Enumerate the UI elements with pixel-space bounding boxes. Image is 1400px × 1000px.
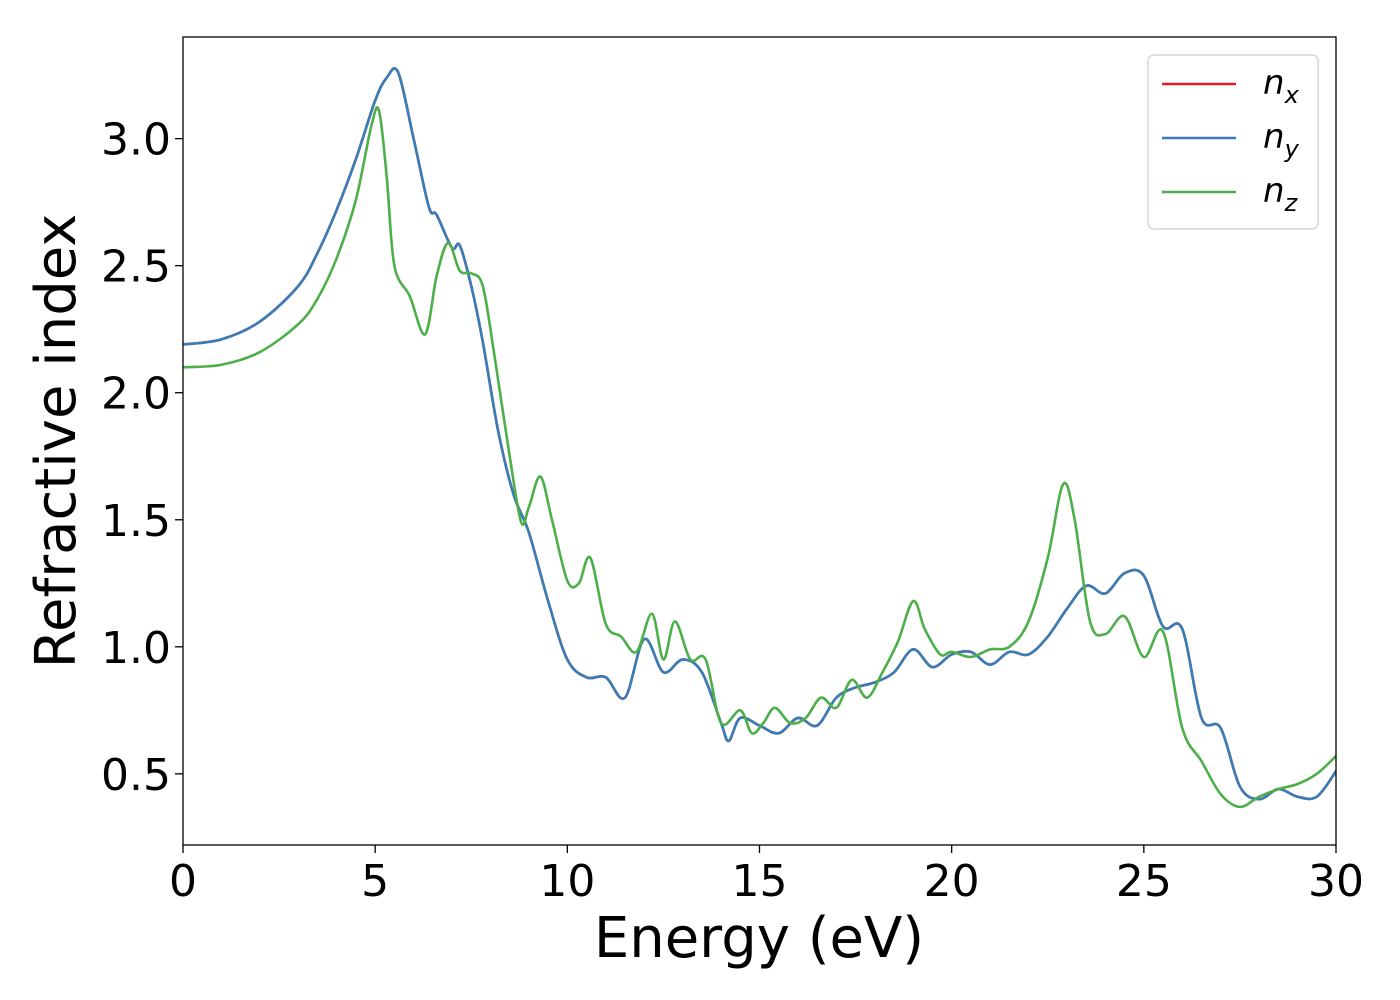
x-axis: 0 5 10 15 20 25 30 <box>169 845 1364 907</box>
series-line-z <box>183 106 1336 809</box>
legend-label-z: nz <box>1263 171 1299 217</box>
x-tick-label: 0 <box>169 856 197 907</box>
x-axis-title: Energy (eV) <box>594 906 924 971</box>
series-layer <box>183 67 1336 809</box>
y-axis: 0.5 1.0 1.5 2.0 2.5 3.0 <box>101 115 183 801</box>
series-line-y <box>183 67 1336 801</box>
legend-box <box>1147 54 1319 230</box>
y-axis-title: Refractive index <box>24 214 89 669</box>
y-tick-label: 0.5 <box>101 750 171 801</box>
x-tick-label: 20 <box>924 856 980 907</box>
x-tick-label: 30 <box>1308 856 1364 907</box>
legend-label-x: nx <box>1263 63 1300 109</box>
y-tick-label: 2.0 <box>101 369 171 420</box>
x-tick-label: 25 <box>1116 856 1172 907</box>
y-tick-label: 1.0 <box>101 623 171 674</box>
legend: nx ny nz <box>1147 54 1319 230</box>
y-tick-label: 3.0 <box>101 115 171 166</box>
y-tick-label: 2.5 <box>101 242 171 293</box>
legend-label-y: ny <box>1263 117 1300 163</box>
x-tick-label: 15 <box>732 856 788 907</box>
x-tick-label: 5 <box>361 856 389 907</box>
y-tick-label: 1.5 <box>101 496 171 547</box>
x-tick-label: 10 <box>539 856 595 907</box>
